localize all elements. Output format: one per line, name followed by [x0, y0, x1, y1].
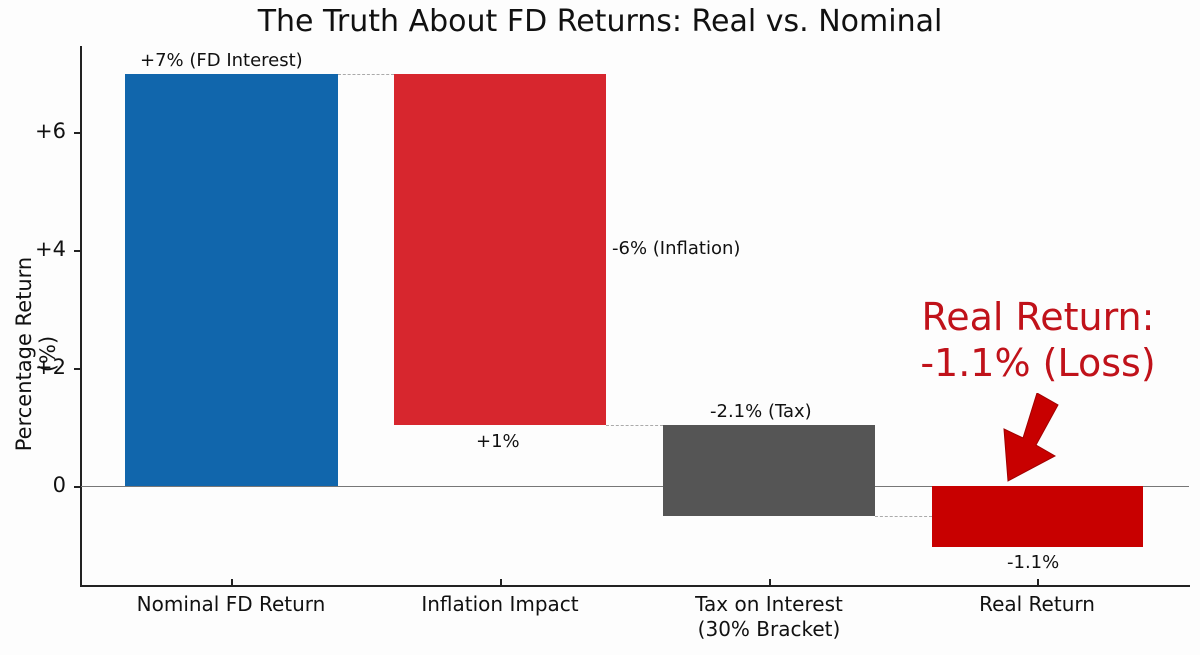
bar-real-return [932, 486, 1143, 547]
x-tick-label: Real Return [979, 592, 1095, 616]
y-tick-label: +6 [35, 119, 66, 143]
x-tick [500, 579, 502, 585]
bar-label-nominal: +7% (FD Interest) [140, 50, 303, 71]
callout-line1: Real Return: [921, 295, 1155, 339]
bar-label-tax: -2.1% (Tax) [710, 401, 812, 422]
x-tick [769, 579, 771, 585]
connector-line [338, 74, 394, 75]
y-tick [74, 368, 80, 370]
y-tick-label: +2 [35, 355, 66, 379]
bar-inflation-impact [394, 74, 606, 425]
x-tick-label-line2: (30% Bracket) [697, 617, 841, 641]
y-tick [74, 250, 80, 252]
x-axis [80, 585, 1190, 587]
connector-line [875, 516, 932, 517]
y-axis [80, 46, 82, 587]
x-tick-label: Nominal FD Return [136, 592, 326, 616]
x-tick-label: Tax on Interest (30% Bracket) [639, 592, 899, 642]
zero-line [81, 486, 1189, 487]
chart-title: The Truth About FD Returns: Real vs. Nom… [257, 4, 943, 39]
callout-annotation: Real Return: -1.1% (Loss) [888, 294, 1188, 386]
y-tick-label: 0 [52, 473, 66, 497]
y-tick [74, 132, 80, 134]
y-tick-label: +4 [35, 237, 66, 261]
bar-label-inflation: -6% (Inflation) [612, 238, 741, 259]
x-tick [231, 579, 233, 585]
y-tick [74, 486, 80, 488]
callout-line2: -1.1% (Loss) [920, 341, 1156, 385]
bar-end-label-inflation: +1% [476, 431, 520, 452]
bar-nominal-fd-return [125, 74, 338, 486]
x-tick [1037, 579, 1039, 585]
x-tick-label-line1: Tax on Interest [695, 592, 843, 616]
bar-tax-on-interest [663, 425, 875, 516]
x-tick-label: Inflation Impact [421, 592, 579, 616]
connector-line [606, 425, 663, 426]
y-axis-label: Percentage Return (%) [12, 256, 60, 452]
arrow-down-left-icon [1003, 393, 1059, 482]
bar-label-real: -1.1% [1007, 552, 1060, 573]
